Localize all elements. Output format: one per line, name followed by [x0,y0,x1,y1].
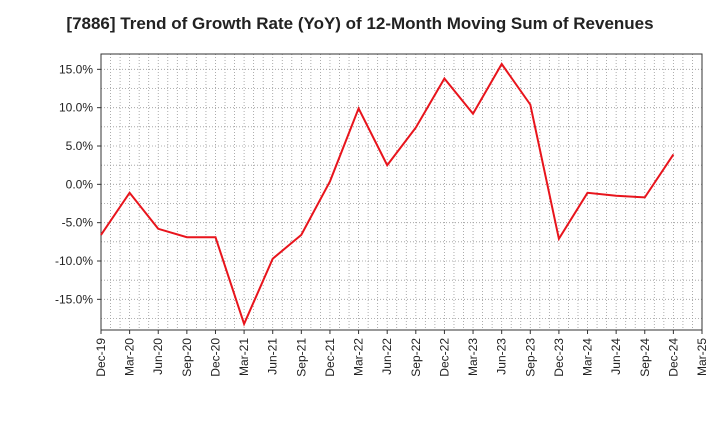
x-tick-label: Mar-24 [581,338,595,376]
x-tick-label: Dec-21 [323,338,337,377]
x-tick-label: Dec-20 [208,338,222,377]
x-tick-label: Sep-23 [523,338,537,377]
y-tick-label: -5.0% [62,216,94,230]
x-tick-label: Mar-20 [123,338,137,376]
x-tick-label: Mar-25 [695,338,709,376]
y-tick-label: 15.0% [59,62,93,76]
plot-frame [100,53,703,331]
y-tick-label: -15.0% [55,292,93,306]
y-tick-label: 10.0% [59,101,93,115]
x-tick-label: Jun-22 [380,338,394,375]
x-tick-label: Dec-24 [666,338,680,377]
x-tick-label: Mar-22 [352,338,366,376]
y-tick-label: -10.0% [55,254,93,268]
y-tick-label: 5.0% [66,139,94,153]
x-tick-label: Jun-24 [609,338,623,375]
series-layer [100,62,675,327]
axes [97,53,703,334]
chart-title: [7886] Trend of Growth Rate (YoY) of 12-… [66,14,654,33]
x-tick-label: Mar-21 [237,338,251,376]
x-tick-label: Dec-19 [94,338,108,377]
x-tick-label: Sep-22 [409,338,423,377]
x-tick-label: Mar-23 [466,338,480,376]
x-tick-label: Dec-22 [437,338,451,377]
x-tick-label: Jun-20 [151,338,165,375]
x-tick-label: Jun-21 [266,338,280,375]
x-tick-label: Jun-23 [495,338,509,375]
x-tick-label: Dec-23 [552,338,566,377]
grid-lines [101,54,702,330]
x-tick-label: Sep-20 [180,338,194,377]
x-tick-label: Sep-24 [638,338,652,377]
y-tick-label: 0.0% [66,177,94,191]
tick-labels: 15.0% 10.0% 5.0% 0.0% -5.0% -10.0% -15.0% Dec-1… [55,62,709,376]
x-tick-label: Sep-21 [294,338,308,377]
